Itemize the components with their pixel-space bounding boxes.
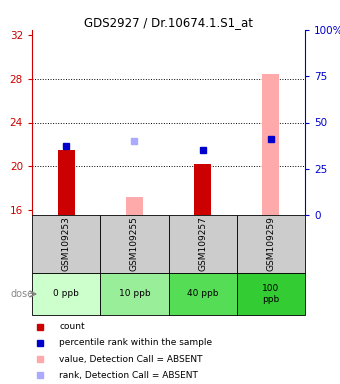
Text: rank, Detection Call = ABSENT: rank, Detection Call = ABSENT [59, 371, 198, 380]
Bar [169, 215, 237, 273]
Text: dose: dose [10, 289, 33, 299]
Text: 100
ppb: 100 ppb [262, 284, 279, 304]
Bar [194, 164, 211, 215]
Bar [100, 215, 169, 273]
Bar [237, 273, 305, 315]
Text: GSM109255: GSM109255 [130, 217, 139, 271]
Text: GSM109257: GSM109257 [198, 217, 207, 271]
Text: percentile rank within the sample: percentile rank within the sample [59, 338, 212, 348]
Text: value, Detection Call = ABSENT: value, Detection Call = ABSENT [59, 355, 203, 364]
Bar [126, 197, 143, 215]
Text: 10 ppb: 10 ppb [119, 290, 150, 298]
Text: GSM109259: GSM109259 [266, 217, 275, 271]
Bar [100, 273, 169, 315]
Text: 0 ppb: 0 ppb [53, 290, 79, 298]
Bar [57, 150, 75, 215]
Bar [169, 273, 237, 315]
Text: 40 ppb: 40 ppb [187, 290, 218, 298]
Bar [32, 273, 100, 315]
Title: GDS2927 / Dr.10674.1.S1_at: GDS2927 / Dr.10674.1.S1_at [84, 16, 253, 29]
Bar [262, 73, 279, 215]
Text: count: count [59, 322, 85, 331]
Bar [32, 215, 100, 273]
Text: GSM109253: GSM109253 [62, 217, 71, 271]
Bar [237, 215, 305, 273]
